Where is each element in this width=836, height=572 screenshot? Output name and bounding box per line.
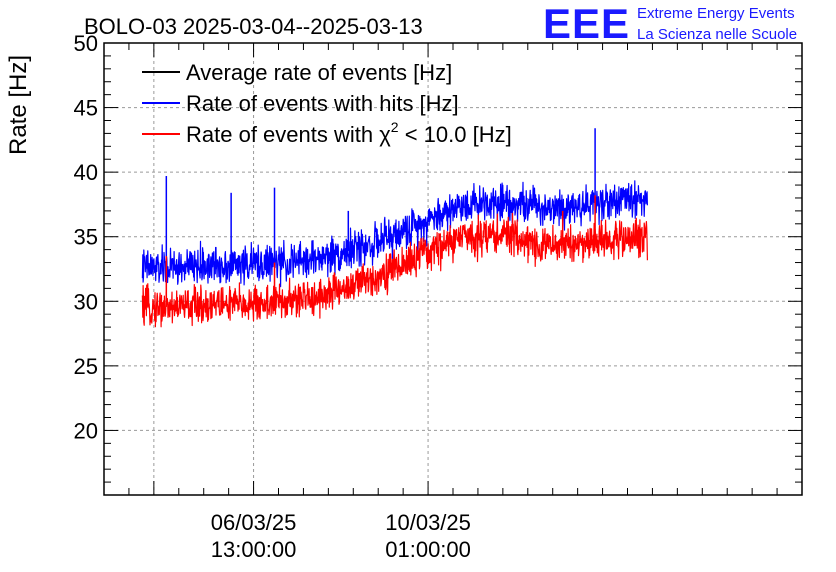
legend-label-hits: Rate of events with hits [Hz] (186, 91, 459, 116)
y-tick-label: 45 (74, 96, 98, 121)
series-layer (141, 128, 648, 328)
axes (103, 42, 803, 496)
x-tick-label-date: 06/03/25 (211, 510, 297, 535)
chi-exponent: 2 (391, 119, 399, 135)
y-tick-label: 40 (74, 160, 98, 185)
y-tick-label: 35 (74, 225, 98, 250)
eee-logo-line2: La Scienza nelle Scuole (637, 26, 797, 43)
x-tick-label-time: 13:00:00 (211, 537, 297, 562)
y-tick-labels: 20 25 30 35 40 45 50 (74, 31, 98, 443)
chi-symbol: χ (379, 122, 391, 147)
chart-title: BOLO-03 2025-03-04--2025-03-13 (84, 14, 423, 39)
series-line-hits (141, 180, 648, 288)
y-tick-label: 25 (74, 354, 98, 379)
legend-label-average: Average rate of events [Hz] (186, 60, 452, 85)
legend-label-chi2-suffix: < 10.0 [Hz] (405, 122, 512, 147)
y-tick-label: 20 (74, 418, 98, 443)
eee-logo: EEE Extreme Energy Events La Scienza nel… (543, 0, 797, 47)
x-tick-label-date: 10/03/25 (385, 510, 471, 535)
y-tick-label: 30 (74, 289, 98, 314)
x-tick-label-time: 01:00:00 (385, 537, 471, 562)
legend: Average rate of events [Hz] Rate of even… (142, 60, 512, 147)
eee-logo-line1: Extreme Energy Events (637, 5, 795, 22)
y-tick-label: 50 (74, 31, 98, 56)
y-axis-label: Rate [Hz] (5, 55, 32, 155)
legend-label-chi2: Rate of events with χ2 < 10.0 [Hz] (186, 119, 512, 147)
legend-label-chi2-text: Rate of events with (186, 122, 373, 147)
eee-logo-mark: EEE (543, 0, 630, 47)
